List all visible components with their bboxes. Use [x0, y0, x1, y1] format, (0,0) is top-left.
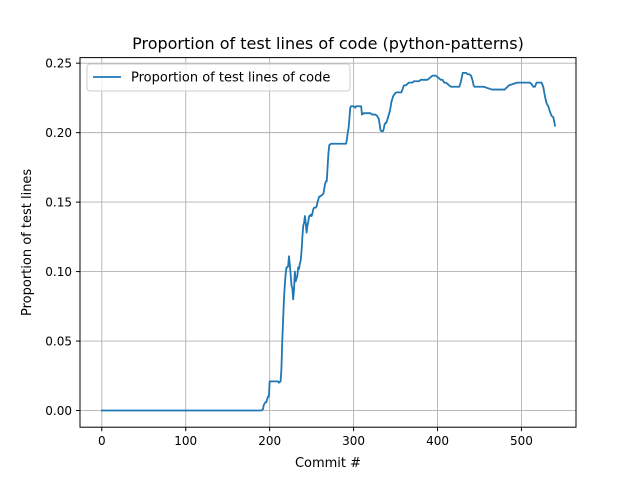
x-tick-label: 200 — [258, 434, 281, 448]
y-tick-label: 0.15 — [45, 196, 72, 210]
y-axis-ticks: 0.00 0.05 0.10 0.15 0.20 0.25 — [45, 57, 80, 418]
legend: Proportion of test lines of code — [86, 63, 351, 92]
x-axis-label: Commit # — [295, 456, 361, 471]
y-tick-label: 0.00 — [45, 404, 72, 418]
plot-frame — [79, 57, 577, 428]
chart-title: Proportion of test lines of code (python… — [132, 34, 524, 53]
legend-box — [86, 63, 351, 92]
y-tick-label: 0.25 — [45, 57, 72, 71]
x-tick-label: 400 — [426, 434, 449, 448]
x-tick-label: 500 — [510, 434, 533, 448]
series-layer — [100, 71, 557, 412]
y-tick-label: 0.10 — [45, 265, 72, 279]
x-tick-label: 100 — [174, 434, 197, 448]
legend-label: Proportion of test lines of code — [131, 71, 330, 86]
grid-lines — [80, 57, 576, 428]
y-tick-label: 0.20 — [45, 126, 72, 140]
series-line — [100, 71, 557, 412]
y-tick-label: 0.05 — [45, 335, 72, 349]
x-axis-ticks: 0 100 200 300 400 500 — [98, 427, 533, 448]
x-tick-label: 300 — [342, 434, 365, 448]
x-tick-label: 0 — [98, 434, 106, 448]
y-axis-label: Proportion of test lines — [20, 169, 35, 316]
